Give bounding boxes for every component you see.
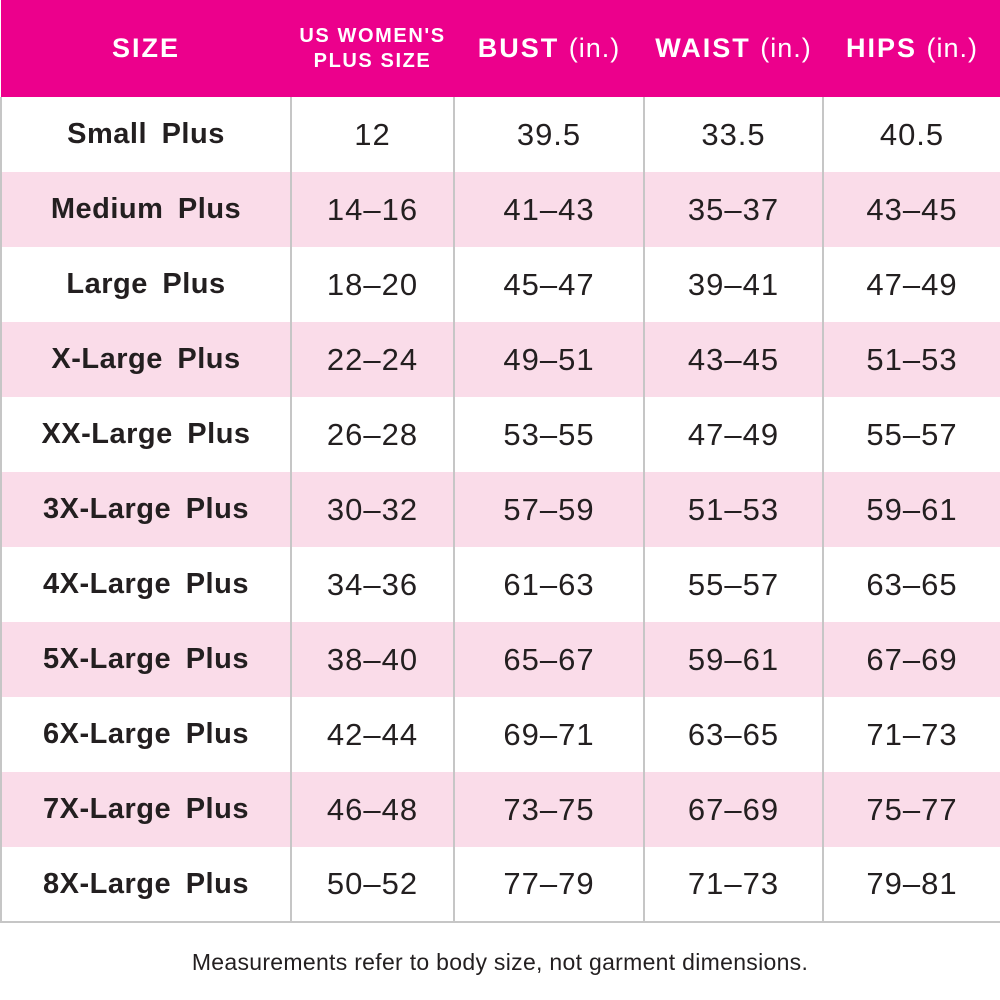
bust-cell: 69–71 xyxy=(453,697,644,772)
bust-cell: 57–59 xyxy=(453,472,644,547)
hips-cell: 79–81 xyxy=(822,847,1000,923)
table-row: XX-Large Plus 26–28 53–55 47–49 55–57 xyxy=(0,397,1000,472)
column-header-bust: BUST (in.) xyxy=(454,0,644,97)
size-cell: Small Plus xyxy=(0,97,291,172)
size-cell: X-Large Plus xyxy=(0,322,291,397)
size-chart-table: SIZE US WOMEN'S PLUS SIZE BUST (in.) WAI… xyxy=(0,0,1000,923)
bust-cell: 41–43 xyxy=(453,172,644,247)
hips-cell: 75–77 xyxy=(822,772,1000,847)
bust-cell: 45–47 xyxy=(453,247,644,322)
hips-cell: 59–61 xyxy=(822,472,1000,547)
size-cell: 4X-Large Plus xyxy=(0,547,291,622)
size-cell: Medium Plus xyxy=(0,172,291,247)
size-cell: 7X-Large Plus xyxy=(0,772,291,847)
column-header-hips-label: HIPS xyxy=(845,33,917,63)
table-row: X-Large Plus 22–24 49–51 43–45 51–53 xyxy=(0,322,1000,397)
us-size-cell: 14–16 xyxy=(290,172,454,247)
us-size-cell: 30–32 xyxy=(290,472,454,547)
us-size-cell: 42–44 xyxy=(290,697,454,772)
column-header-hips-unit: (in.) xyxy=(926,33,979,63)
bust-cell: 49–51 xyxy=(453,322,644,397)
bust-cell: 61–63 xyxy=(453,547,644,622)
footer: Measurements refer to body size, not gar… xyxy=(0,923,1000,1000)
table-row: Small Plus 12 39.5 33.5 40.5 xyxy=(0,97,1000,172)
waist-cell: 33.5 xyxy=(643,97,823,172)
bust-cell: 39.5 xyxy=(453,97,644,172)
bust-cell: 77–79 xyxy=(453,847,644,923)
hips-cell: 51–53 xyxy=(822,322,1000,397)
us-size-cell: 18–20 xyxy=(290,247,454,322)
bust-cell: 65–67 xyxy=(453,622,644,697)
size-cell: XX-Large Plus xyxy=(0,397,291,472)
waist-cell: 35–37 xyxy=(643,172,823,247)
hips-cell: 71–73 xyxy=(822,697,1000,772)
hips-cell: 47–49 xyxy=(822,247,1000,322)
table-row: Large Plus 18–20 45–47 39–41 47–49 xyxy=(0,247,1000,322)
hips-cell: 55–57 xyxy=(822,397,1000,472)
column-header-size-label: SIZE xyxy=(111,33,180,63)
waist-cell: 43–45 xyxy=(643,322,823,397)
waist-cell: 39–41 xyxy=(643,247,823,322)
column-header-us-womens-plus-size: US WOMEN'S PLUS SIZE xyxy=(291,0,454,97)
size-cell: Large Plus xyxy=(0,247,291,322)
column-header-size: SIZE xyxy=(1,0,291,97)
bust-cell: 73–75 xyxy=(453,772,644,847)
us-size-cell: 38–40 xyxy=(290,622,454,697)
size-cell: 5X-Large Plus xyxy=(0,622,291,697)
us-size-cell: 34–36 xyxy=(290,547,454,622)
column-header-us-line2: PLUS SIZE xyxy=(313,49,432,72)
table-row: 4X-Large Plus 34–36 61–63 55–57 63–65 xyxy=(0,547,1000,622)
column-header-waist-unit: (in.) xyxy=(760,33,812,63)
column-header-waist: WAIST (in.) xyxy=(644,0,823,97)
table-row: 3X-Large Plus 30–32 57–59 51–53 59–61 xyxy=(0,472,1000,547)
table-row: 5X-Large Plus 38–40 65–67 59–61 67–69 xyxy=(0,622,1000,697)
table-row: 8X-Large Plus 50–52 77–79 71–73 79–81 xyxy=(0,847,1000,923)
footer-note: Measurements refer to body size, not gar… xyxy=(191,948,809,975)
table-row: 6X-Large Plus 42–44 69–71 63–65 71–73 xyxy=(0,697,1000,772)
waist-cell: 67–69 xyxy=(643,772,823,847)
table-row: 7X-Large Plus 46–48 73–75 67–69 75–77 xyxy=(0,772,1000,847)
bust-cell: 53–55 xyxy=(453,397,644,472)
size-cell: 3X-Large Plus xyxy=(0,472,291,547)
hips-cell: 67–69 xyxy=(822,622,1000,697)
waist-cell: 55–57 xyxy=(643,547,823,622)
us-size-cell: 12 xyxy=(290,97,454,172)
hips-cell: 63–65 xyxy=(822,547,1000,622)
us-size-cell: 22–24 xyxy=(290,322,454,397)
waist-cell: 63–65 xyxy=(643,697,823,772)
column-header-hips: HIPS (in.) xyxy=(823,0,1000,97)
hips-cell: 43–45 xyxy=(822,172,1000,247)
hips-cell: 40.5 xyxy=(822,97,1000,172)
us-size-cell: 26–28 xyxy=(290,397,454,472)
us-size-cell: 50–52 xyxy=(290,847,454,923)
column-header-us-line1: US WOMEN'S xyxy=(299,24,446,47)
size-cell: 6X-Large Plus xyxy=(0,697,291,772)
waist-cell: 59–61 xyxy=(643,622,823,697)
column-header-bust-unit: (in.) xyxy=(568,33,621,63)
waist-cell: 47–49 xyxy=(643,397,823,472)
waist-cell: 71–73 xyxy=(643,847,823,923)
us-size-cell: 46–48 xyxy=(290,772,454,847)
size-cell: 8X-Large Plus xyxy=(0,847,291,923)
table-row: Medium Plus 14–16 41–43 35–37 43–45 xyxy=(0,172,1000,247)
column-header-waist-label: WAIST xyxy=(655,33,751,63)
column-header-bust-label: BUST xyxy=(477,33,560,63)
table-header-row: SIZE US WOMEN'S PLUS SIZE BUST (in.) WAI… xyxy=(1,0,1000,97)
waist-cell: 51–53 xyxy=(643,472,823,547)
